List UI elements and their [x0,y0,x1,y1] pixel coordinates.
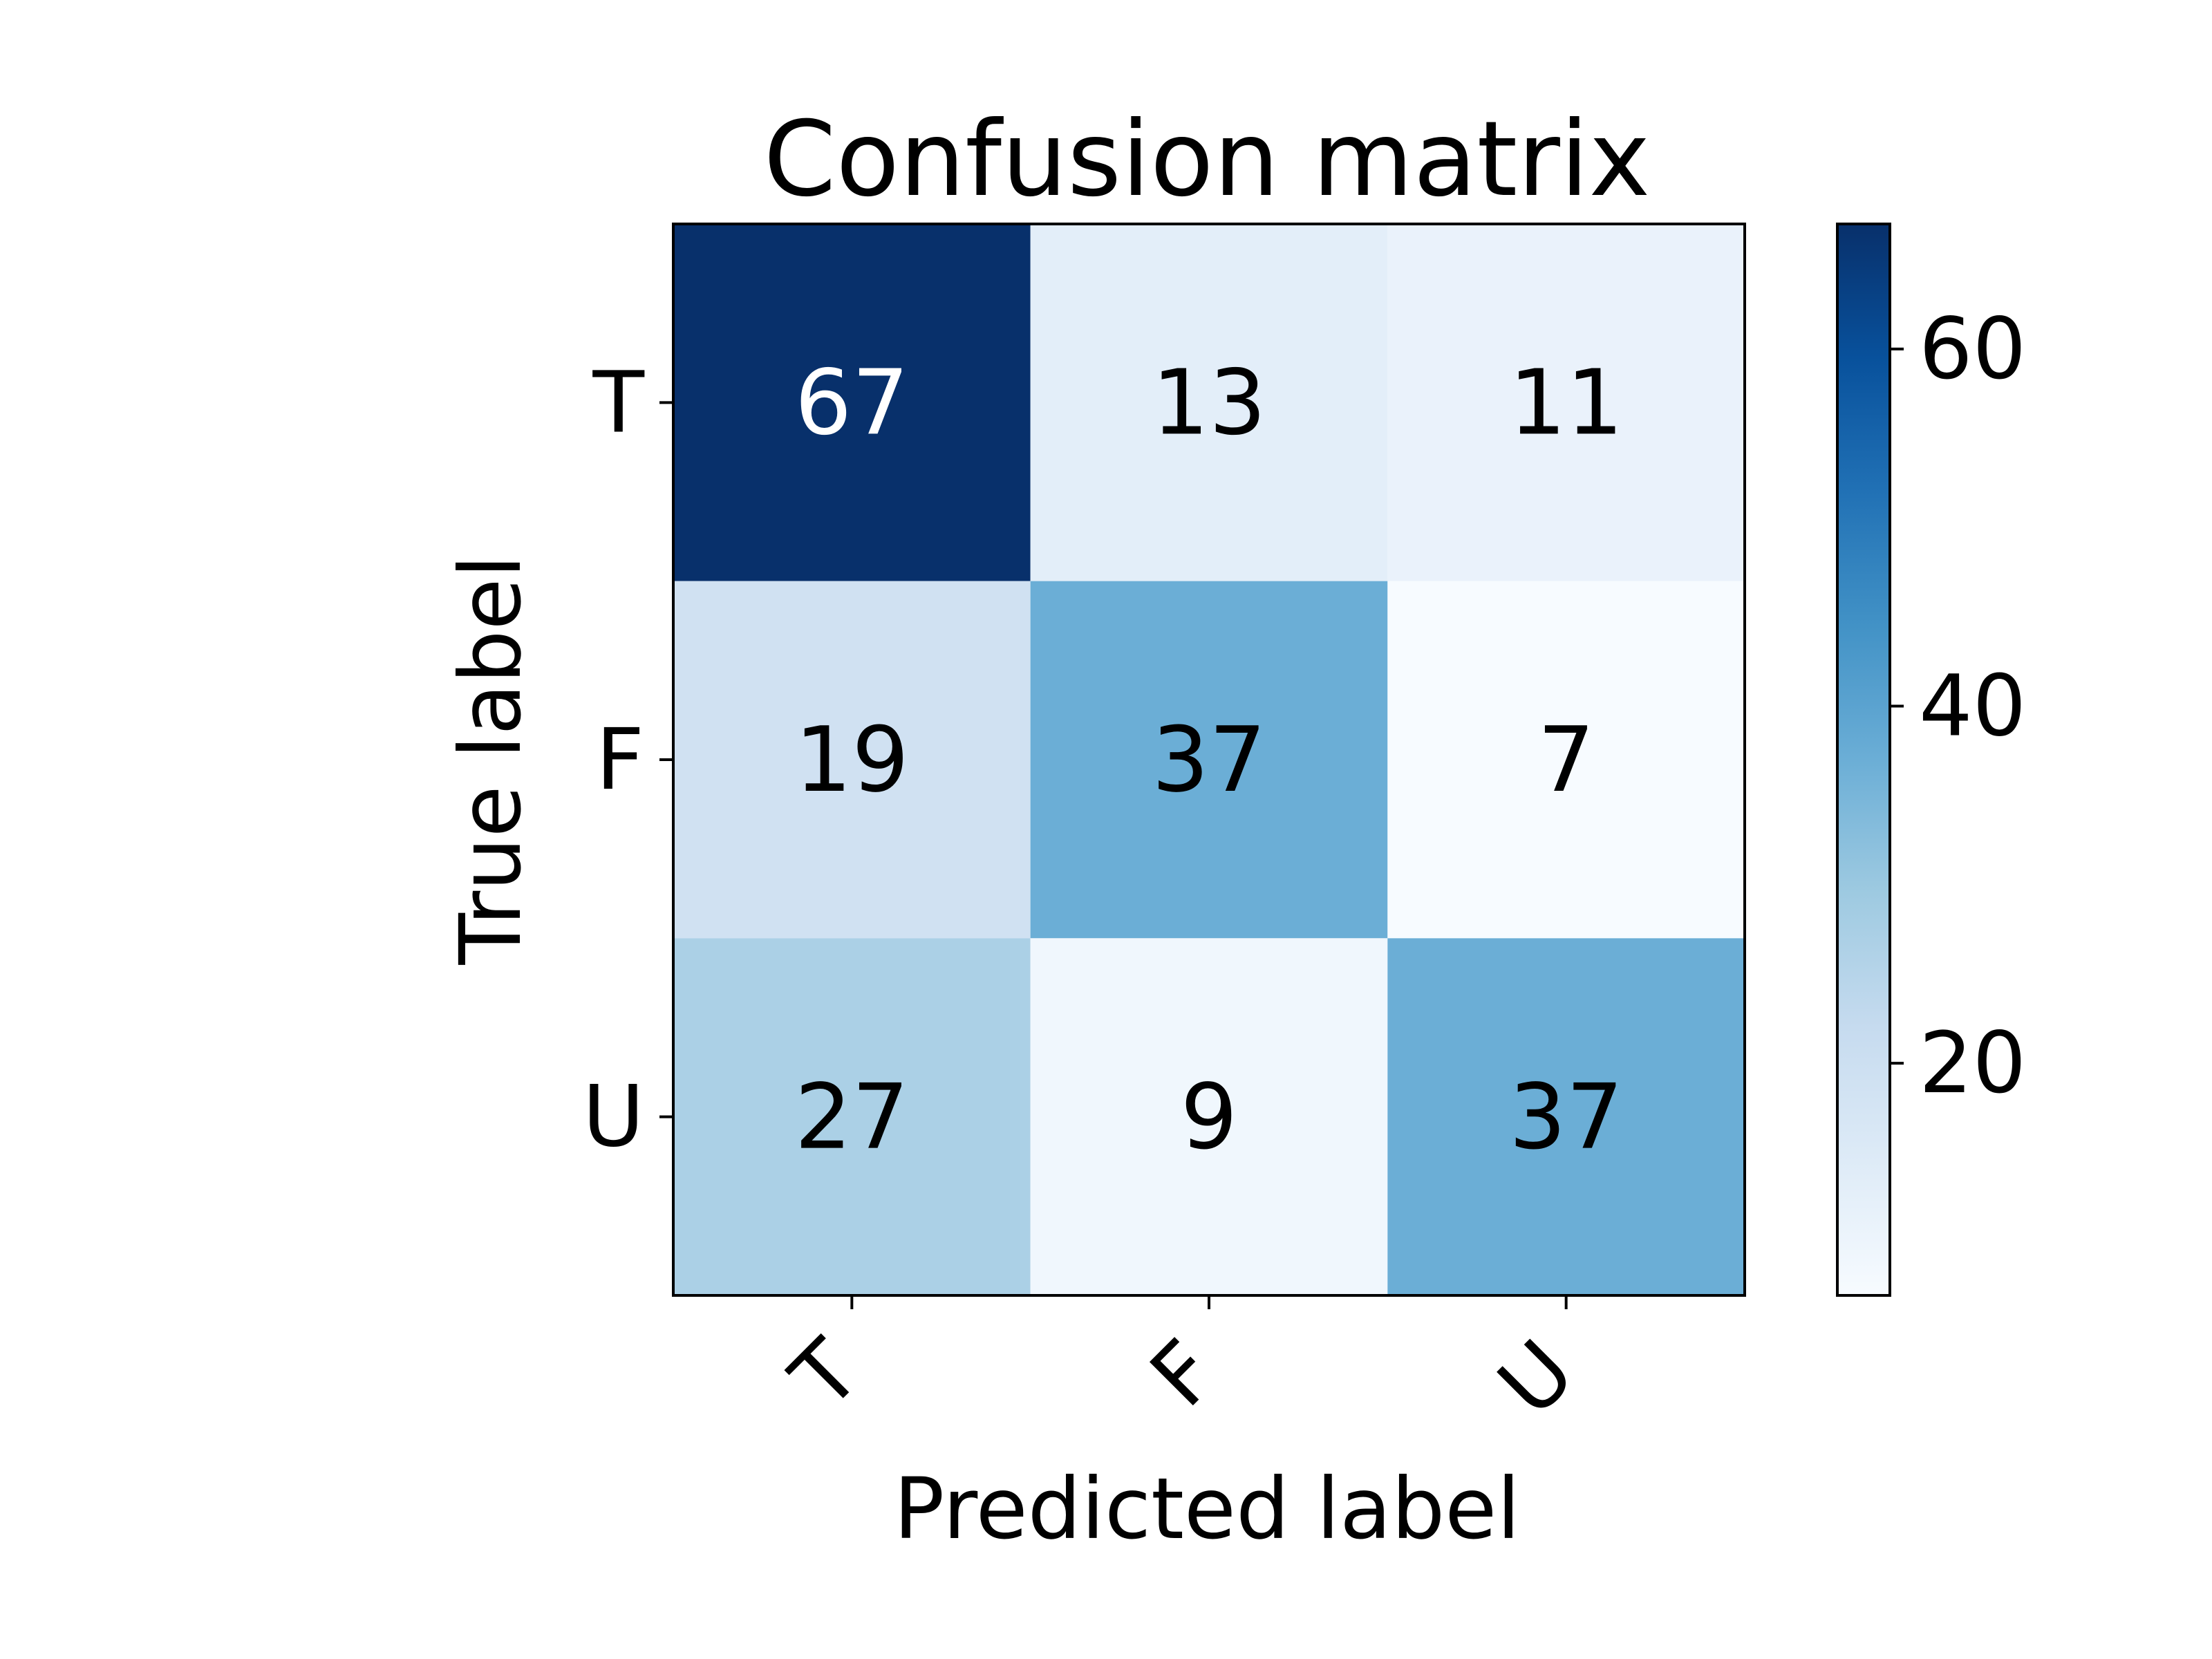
cell-value-label: 7 [1537,707,1595,812]
heatmap-cell [1387,581,1745,939]
colorbar-tick-label: 60 [1919,300,2026,398]
colorbar-tick-label: 40 [1919,657,2026,756]
heatmap-cell [1030,581,1388,939]
colorbar-ticks: 20 40 60 [1890,300,2026,1112]
cell-value-label: 11 [1509,350,1623,455]
heatmap-cell [1030,938,1388,1295]
x-tick-label: T [772,1322,879,1428]
heatmap-cell [1387,938,1745,1295]
y-tick-label: T [592,353,644,451]
x-axis-label: Predicted label [894,1460,1521,1558]
chart-title: Confusion matrix [764,100,1651,220]
cell-value-label: 13 [1152,350,1266,455]
heatmap-cell [673,581,1031,939]
cell-value-label: 67 [795,350,909,455]
heatmap-cells [673,224,1745,1295]
heatmap-cell-labels: 67 13 11 19 37 7 27 9 37 [795,350,1624,1169]
cell-value-label: 9 [1181,1065,1238,1170]
cell-value-label: 37 [1509,1065,1623,1170]
colorbar-tick-label: 20 [1919,1014,2026,1112]
cell-value-label: 19 [795,707,909,812]
cell-value-label: 27 [795,1065,909,1170]
cell-value-label: 37 [1152,707,1266,812]
y-axis-ticks: T F U [583,353,673,1166]
heatmap-cell [1030,224,1388,581]
y-axis-label: True label [442,555,540,966]
colorbar [1836,223,1891,1297]
heatmap-cell [673,938,1031,1295]
heatmap-cell [1387,224,1745,581]
y-tick-label: U [583,1068,644,1166]
x-tick-label: U [1480,1322,1593,1435]
heatmap-cell [673,224,1031,581]
x-tick-label: F [1132,1322,1235,1425]
y-tick-label: F [596,711,644,809]
